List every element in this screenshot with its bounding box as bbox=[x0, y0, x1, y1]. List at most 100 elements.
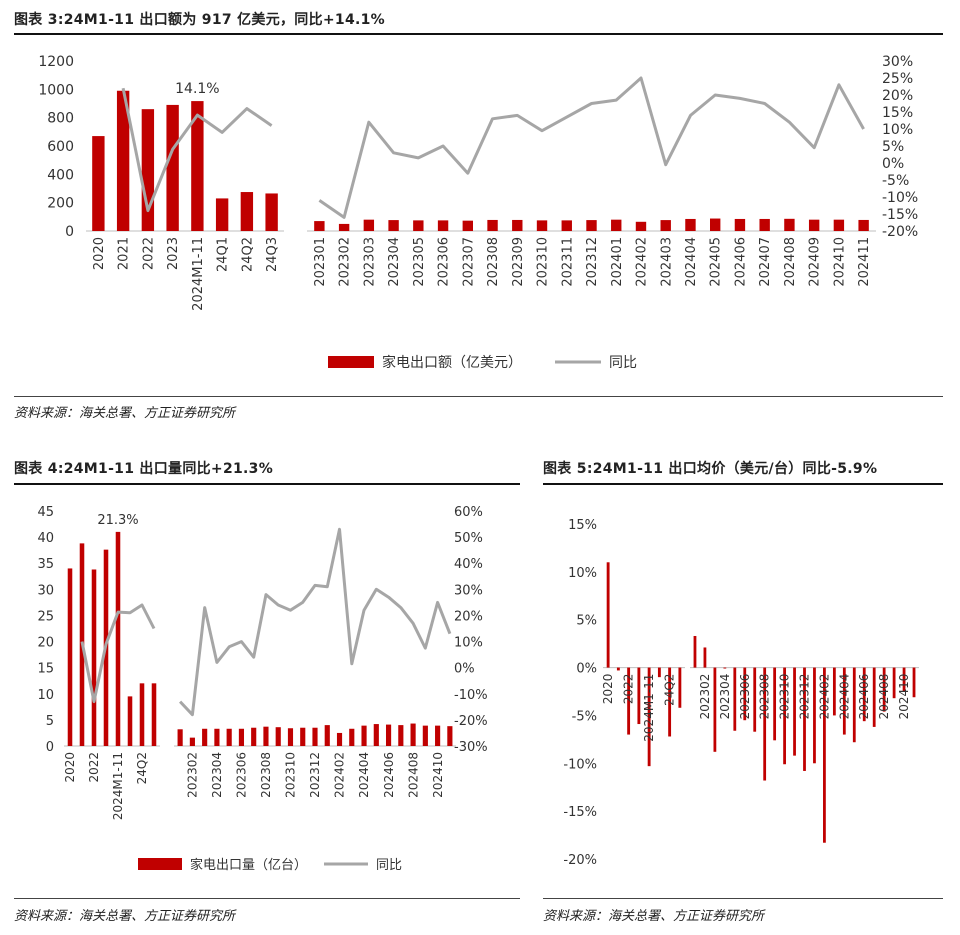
bar bbox=[759, 218, 770, 231]
bar bbox=[616, 667, 620, 671]
bar bbox=[635, 221, 647, 231]
legend-line-label: 同比 bbox=[609, 355, 637, 371]
bar bbox=[734, 218, 746, 231]
right-axis-tick: 20% bbox=[454, 609, 483, 624]
bar bbox=[251, 727, 257, 746]
bar bbox=[892, 667, 896, 699]
category-label: 202306 bbox=[437, 237, 452, 287]
yoy-line bbox=[121, 87, 273, 213]
bar bbox=[793, 667, 796, 756]
bar bbox=[361, 725, 367, 746]
left-axis-tick: 45 bbox=[37, 505, 54, 520]
bar bbox=[141, 109, 155, 231]
category-label: 202312 bbox=[798, 674, 812, 720]
bar bbox=[435, 725, 441, 746]
category-label: 202402 bbox=[635, 237, 650, 287]
bar bbox=[783, 667, 786, 765]
left-axis-tick: 200 bbox=[47, 196, 74, 212]
category-label: 2020 bbox=[92, 237, 107, 270]
bar bbox=[858, 219, 869, 231]
y-axis-tick: 0% bbox=[576, 662, 597, 677]
legend-bar-label: 家电出口量（亿台） bbox=[190, 857, 307, 873]
bar bbox=[902, 667, 906, 692]
bar bbox=[753, 667, 757, 732]
category-label: 202308 bbox=[259, 752, 273, 798]
bar bbox=[784, 218, 795, 231]
category-label: 202309 bbox=[511, 237, 526, 287]
bar bbox=[214, 728, 220, 746]
bar bbox=[116, 90, 130, 231]
bar bbox=[336, 732, 343, 746]
y-axis-tick: -15% bbox=[563, 805, 597, 820]
right-axis-tick: -5% bbox=[882, 173, 909, 189]
bar bbox=[657, 667, 661, 678]
bar bbox=[512, 219, 523, 231]
right-axis-tick: 30% bbox=[454, 583, 483, 598]
bar bbox=[385, 724, 392, 746]
category-label: 24Q1 bbox=[216, 237, 231, 272]
left-axis-tick: 600 bbox=[47, 139, 74, 155]
bar bbox=[191, 101, 204, 231]
category-label: 202405 bbox=[709, 237, 724, 287]
chart3-top-rule bbox=[14, 33, 943, 35]
category-label: 2020 bbox=[601, 674, 615, 705]
right-axis-tick: 40% bbox=[454, 557, 483, 572]
category-label: 2022 bbox=[87, 752, 101, 783]
bar bbox=[437, 220, 449, 231]
category-label: 202410 bbox=[832, 237, 847, 287]
category-label: 202407 bbox=[758, 237, 773, 287]
category-label: 202310 bbox=[536, 237, 551, 287]
category-label: 202304 bbox=[210, 752, 224, 798]
bar bbox=[312, 727, 318, 746]
bar bbox=[410, 723, 416, 746]
right-axis-tick: 50% bbox=[454, 531, 483, 546]
bar bbox=[833, 219, 845, 231]
chart3-svg: 0 200 400 600 800 1000 1200 -20%-15%-10%-5%0%5%… bbox=[38, 54, 918, 371]
chart4-source: 资料来源：海关总署、方正证券研究所 bbox=[14, 909, 236, 924]
category-label: 202404 bbox=[357, 752, 371, 798]
bar bbox=[685, 218, 696, 231]
chart3-bottom-rule bbox=[14, 396, 943, 397]
y-axis-tick: -10% bbox=[563, 757, 597, 772]
bar bbox=[324, 725, 330, 746]
category-label: 202410 bbox=[897, 674, 911, 720]
right-axis-tick: 15% bbox=[882, 105, 913, 121]
category-label: 202301 bbox=[313, 237, 328, 287]
legend-bar-swatch bbox=[328, 356, 374, 368]
category-label: 2024M1-11 bbox=[642, 674, 656, 742]
bar bbox=[660, 220, 671, 231]
bar bbox=[226, 728, 232, 746]
category-label: 2023 bbox=[166, 237, 181, 270]
bar bbox=[713, 667, 717, 752]
bar bbox=[710, 218, 721, 231]
bar bbox=[693, 635, 697, 668]
bar bbox=[872, 667, 876, 727]
bar bbox=[647, 667, 651, 767]
category-label: 202411 bbox=[857, 237, 872, 287]
chart4-heading: 图表 4:24M1-11 出口量同比+21.3% bbox=[14, 461, 274, 477]
right-axis-tick: 5% bbox=[882, 139, 904, 155]
category-label: 202406 bbox=[382, 752, 396, 798]
category-label: 202308 bbox=[486, 237, 501, 287]
chart4-top-rule bbox=[14, 483, 520, 485]
category-label: 202408 bbox=[783, 237, 798, 287]
bar bbox=[606, 562, 610, 668]
right-axis-tick: -10% bbox=[882, 190, 918, 206]
category-label: 202302 bbox=[698, 674, 712, 720]
right-axis-tick: 60% bbox=[454, 505, 483, 520]
left-axis-tick: 35 bbox=[37, 557, 54, 572]
left-axis-tick: 800 bbox=[47, 111, 74, 127]
category-label: 202302 bbox=[338, 237, 353, 287]
category-label: 202402 bbox=[333, 752, 347, 798]
bar bbox=[723, 667, 727, 669]
bar bbox=[627, 667, 631, 735]
bar bbox=[91, 569, 97, 746]
right-axis-tick: 20% bbox=[882, 88, 913, 104]
category-label: 202302 bbox=[186, 752, 200, 798]
category-label: 202307 bbox=[461, 237, 476, 287]
annotation-label: 21.3% bbox=[97, 513, 138, 528]
right-axis-tick: -20% bbox=[454, 714, 488, 729]
bar bbox=[265, 193, 278, 231]
bar bbox=[127, 696, 133, 746]
category-label: 202304 bbox=[718, 674, 732, 720]
